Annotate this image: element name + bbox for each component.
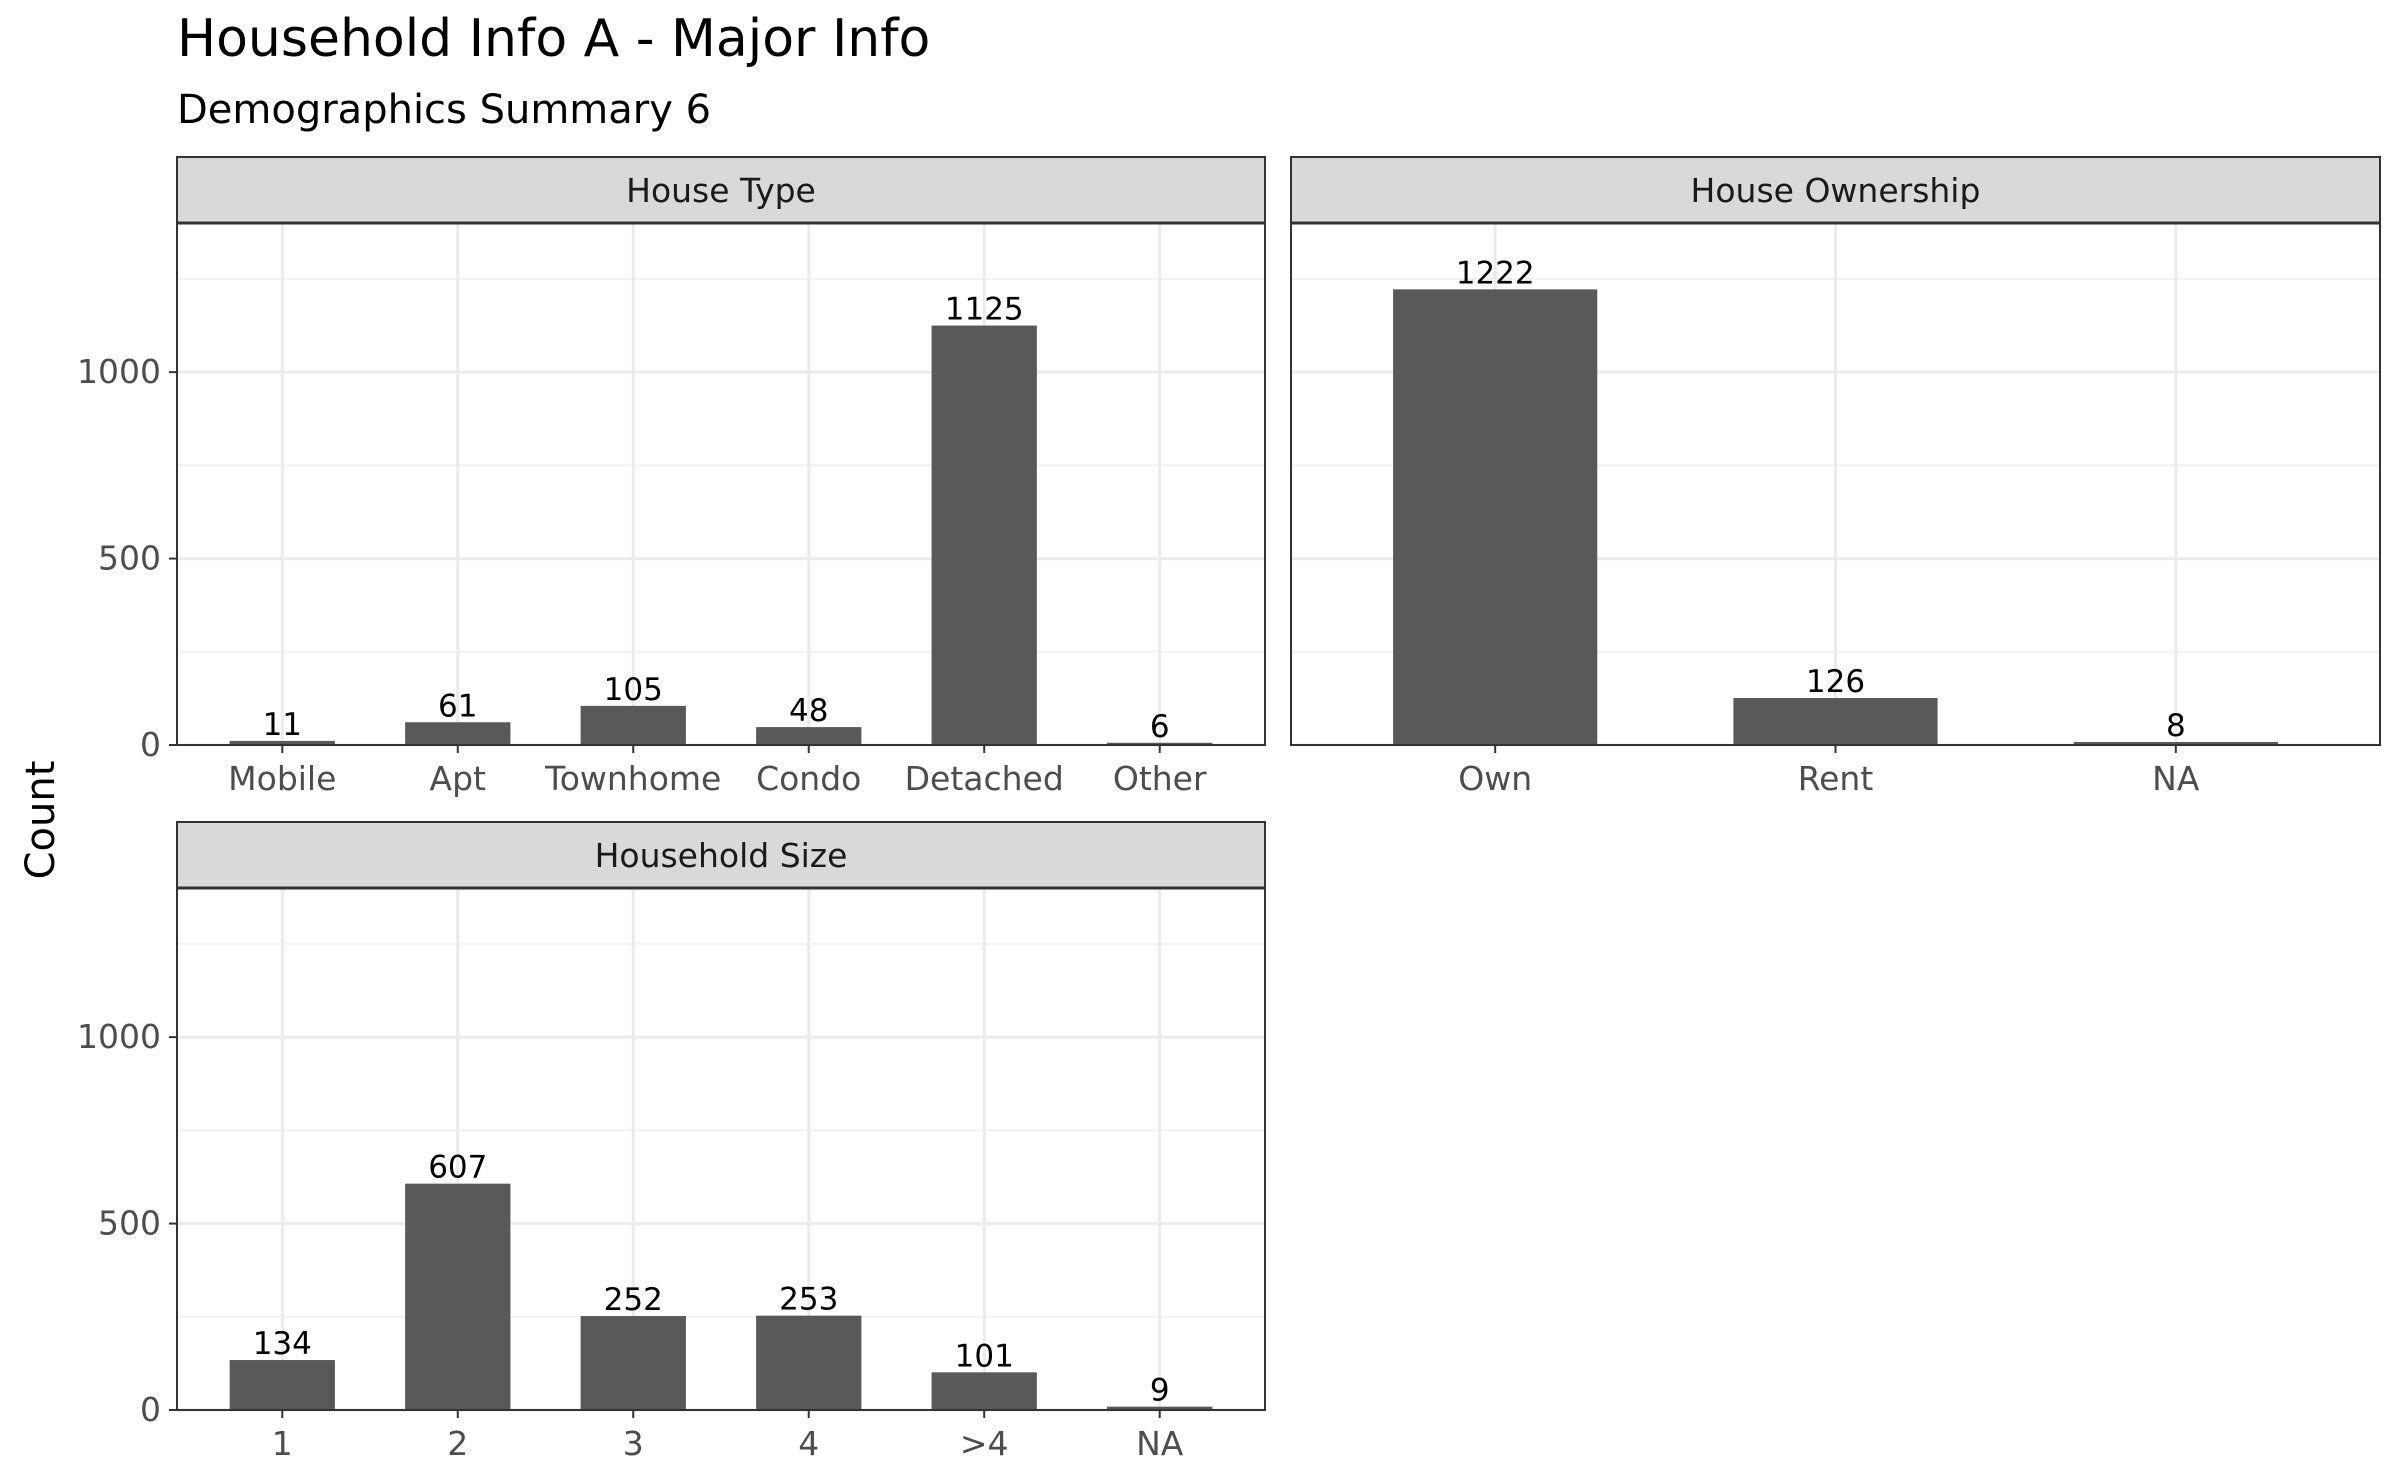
y-axis-label: Count — [18, 761, 64, 880]
data-label: 105 — [604, 672, 663, 708]
bar-1 — [229, 1360, 335, 1410]
facet-strip-label: House Type — [626, 171, 816, 210]
bar-2 — [405, 1183, 511, 1410]
bar-4 — [756, 1315, 862, 1410]
data-label: 48 — [789, 693, 828, 729]
facet-strip — [1290, 156, 2381, 224]
x-tick-label: 3 — [623, 1424, 644, 1463]
bar-Own — [1393, 289, 1598, 745]
data-label: 6 — [1150, 709, 1170, 745]
y-tick-label: 500 — [98, 1204, 161, 1243]
facet-strip-label: House Ownership — [1691, 171, 1981, 210]
bar-NA — [1107, 1406, 1213, 1410]
x-tick-label: NA — [1136, 1424, 1184, 1463]
panel-background — [177, 223, 1265, 745]
y-tick-label: 500 — [98, 539, 161, 578]
x-tick-label: Townhome — [544, 759, 721, 798]
bar->4 — [931, 1372, 1037, 1410]
y-tick-label: 0 — [140, 725, 161, 764]
data-label: 11 — [263, 707, 302, 743]
facet-3: 134 607 252 253 101 9 Household Size 1 2 3 4 >4 NA 0 5… — [77, 821, 1266, 1463]
x-tick-label: Rent — [1798, 759, 1874, 798]
data-label: 253 — [779, 1282, 838, 1318]
x-tick-label: 4 — [798, 1424, 819, 1463]
data-label: 607 — [428, 1150, 487, 1186]
x-tick-label: 1 — [272, 1424, 293, 1463]
bar-NA — [2073, 742, 2278, 745]
y-tick-label: 0 — [140, 1390, 161, 1429]
facet-strip — [176, 156, 1266, 224]
bar-Mobile — [229, 740, 335, 745]
bar-Condo — [756, 727, 862, 745]
data-label: 134 — [253, 1326, 312, 1362]
bar-Detached — [931, 325, 1037, 745]
data-label: 1125 — [945, 292, 1024, 328]
facet-strip-label: Household Size — [595, 836, 848, 875]
facet-1: 11 61 105 48 1125 6 House Type Mobile Apt Townhom… — [77, 156, 1266, 798]
x-tick-label: Other — [1113, 759, 1207, 798]
x-tick-label: Own — [1458, 759, 1532, 798]
x-tick-label: >4 — [960, 1424, 1009, 1463]
x-tick-label: Mobile — [228, 759, 336, 798]
y-tick-label: 1000 — [77, 1017, 161, 1056]
data-label: 101 — [955, 1338, 1014, 1374]
x-tick-label: NA — [2152, 759, 2200, 798]
bar-Rent — [1733, 698, 1938, 745]
bar-3 — [580, 1316, 686, 1410]
data-label: 9 — [1150, 1373, 1170, 1409]
chart-title: Household Info A - Major Info — [177, 9, 930, 69]
x-tick-label: 2 — [447, 1424, 468, 1463]
bar-Townhome — [580, 705, 686, 745]
data-label: 252 — [604, 1282, 663, 1318]
bar-Apt — [405, 722, 511, 745]
x-tick-label: Detached — [905, 759, 1064, 798]
x-tick-label: Condo — [756, 759, 861, 798]
facet-2: 1222 126 8 House Ownership Own Rent NA — [1290, 156, 2381, 798]
panel-background — [177, 888, 1265, 1410]
data-label: 1222 — [1456, 255, 1535, 291]
data-label: 8 — [2166, 708, 2186, 744]
x-tick-label: Apt — [430, 759, 487, 798]
data-label: 126 — [1806, 664, 1865, 700]
chart-subtitle: Demographics Summary 6 — [177, 87, 711, 133]
data-label: 61 — [438, 688, 477, 724]
bar-Other — [1107, 742, 1213, 745]
y-tick-label: 1000 — [77, 352, 161, 391]
